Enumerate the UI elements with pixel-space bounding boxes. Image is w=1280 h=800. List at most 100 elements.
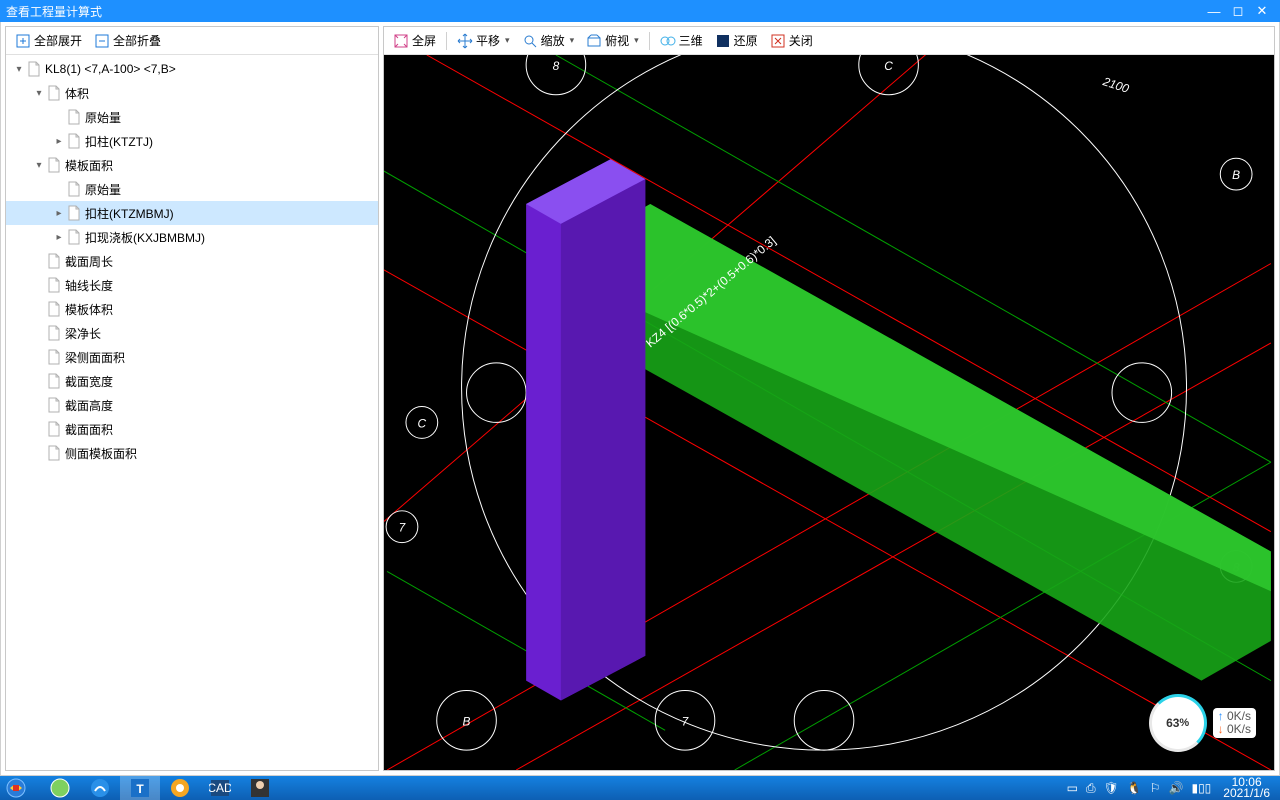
taskbar-app-2[interactable]: T xyxy=(120,776,160,800)
expand-all-icon xyxy=(15,33,31,49)
tree-item-label: 梁净长 xyxy=(65,325,101,342)
tree-item[interactable]: ▸ 扣柱(KTZMBMJ) xyxy=(6,201,378,225)
tray-flag-icon[interactable]: ⚐ xyxy=(1150,781,1161,795)
tree-item-label: 侧面模板面积 xyxy=(65,445,137,462)
minimize-button[interactable]: — xyxy=(1202,4,1226,19)
expand-toggle[interactable] xyxy=(32,400,46,411)
svg-text:B: B xyxy=(1232,168,1240,182)
chevron-down-icon: ▾ xyxy=(505,35,510,46)
taskbar-app-1[interactable] xyxy=(80,776,120,800)
tree-item[interactable]: 截面高度 xyxy=(6,393,378,417)
tree-item[interactable]: 截面周长 xyxy=(6,249,378,273)
tree-item[interactable]: 截面宽度 xyxy=(6,369,378,393)
pan-icon xyxy=(457,33,473,49)
tree-item[interactable]: 侧面模板面积 xyxy=(6,441,378,465)
start-button[interactable] xyxy=(0,776,40,800)
expand-toggle[interactable] xyxy=(32,376,46,387)
tree-item[interactable]: 原始量 xyxy=(6,177,378,201)
taskbar-app-ie[interactable] xyxy=(40,776,80,800)
expand-toggle[interactable] xyxy=(32,424,46,435)
zoom-button[interactable]: 缩放▾ xyxy=(517,30,580,51)
system-tray[interactable]: ▭ ⎙ 🛡 🐧 ⚐ 🔊 ▮▯▯ 10:062021/1/6 xyxy=(1061,777,1280,799)
collapse-all-icon xyxy=(94,33,110,49)
tree-panel: 全部展开 全部折叠 ▾ KL8(1) <7,A-100> <7,B> ▾ 体积 … xyxy=(5,26,379,771)
perf-badge: 63% ↑ 0K/s ↓ 0K/s xyxy=(1149,694,1256,752)
svg-text:7: 7 xyxy=(682,714,689,728)
tree-item-label: 截面面积 xyxy=(65,421,113,438)
tree-item-label: 截面周长 xyxy=(65,253,113,270)
tray-icon[interactable]: 🛡 xyxy=(1104,781,1119,795)
taskbar[interactable]: T CAD ▭ ⎙ 🛡 🐧 ⚐ 🔊 ▮▯▯ 10:062021/1/6 xyxy=(0,776,1280,800)
taskbar-app-cad[interactable]: CAD xyxy=(200,776,240,800)
expand-toggle[interactable] xyxy=(32,256,46,267)
window-title: 查看工程量计算式 xyxy=(6,3,1202,20)
maximize-button[interactable]: ◻ xyxy=(1226,3,1250,19)
expand-toggle[interactable]: ▸ xyxy=(52,208,66,219)
tree-item-label: 截面宽度 xyxy=(65,373,113,390)
tree-item[interactable]: 梁侧面面积 xyxy=(6,345,378,369)
chevron-down-icon: ▾ xyxy=(570,35,575,46)
tree-item[interactable]: 截面面积 xyxy=(6,417,378,441)
tree-item[interactable]: 轴线长度 xyxy=(6,273,378,297)
tray-icon[interactable]: ⎙ xyxy=(1086,781,1096,796)
expand-all-label: 全部展开 xyxy=(34,32,82,49)
three-d-icon xyxy=(660,33,676,49)
tray-volume-icon[interactable]: 🔊 xyxy=(1169,781,1184,795)
expand-toggle[interactable] xyxy=(52,112,66,123)
expand-toggle[interactable] xyxy=(32,448,46,459)
tree-item[interactable]: 梁净长 xyxy=(6,321,378,345)
taskbar-app-3[interactable] xyxy=(160,776,200,800)
tree-item-label: 模板体积 xyxy=(65,301,113,318)
viewport-3d[interactable]: 8B7C7CB8KZ4 [(0.6*0.5)*2+(0.5+0.6)*0.3]2… xyxy=(384,55,1274,770)
close-icon xyxy=(770,33,786,49)
expand-toggle[interactable] xyxy=(32,280,46,291)
tree-item[interactable]: ▾ 模板面积 xyxy=(6,153,378,177)
restore-button[interactable]: 还原 xyxy=(710,30,763,51)
tree-view[interactable]: ▾ KL8(1) <7,A-100> <7,B> ▾ 体积 原始量 ▸ 扣柱(K… xyxy=(6,55,378,770)
tree-item[interactable]: 原始量 xyxy=(6,105,378,129)
expand-toggle[interactable]: ▸ xyxy=(52,232,66,243)
tree-item[interactable]: ▾ KL8(1) <7,A-100> <7,B> xyxy=(6,57,378,81)
tree-item-label: 扣柱(KTZMBMJ) xyxy=(85,205,174,222)
tree-item[interactable]: 模板体积 xyxy=(6,297,378,321)
pan-button[interactable]: 平移▾ xyxy=(452,30,515,51)
expand-toggle[interactable] xyxy=(32,352,46,363)
restore-icon xyxy=(715,33,731,49)
scene-svg: 8B7C7CB8KZ4 [(0.6*0.5)*2+(0.5+0.6)*0.3]2… xyxy=(384,55,1274,770)
tree-item[interactable]: ▾ 体积 xyxy=(6,81,378,105)
tray-network-icon[interactable]: ▮▯▯ xyxy=(1191,781,1211,795)
expand-toggle[interactable]: ▾ xyxy=(32,88,46,99)
chevron-down-icon: ▾ xyxy=(634,35,639,46)
expand-toggle[interactable] xyxy=(32,328,46,339)
close-button[interactable]: 关闭 xyxy=(765,30,818,51)
fullscreen-icon xyxy=(393,33,409,49)
expand-toggle[interactable]: ▸ xyxy=(52,136,66,147)
tree-item-label: 截面高度 xyxy=(65,397,113,414)
tray-icon[interactable]: 🐧 xyxy=(1127,781,1142,795)
threeD-button[interactable]: 三维 xyxy=(655,30,708,51)
svg-text:7: 7 xyxy=(399,521,406,535)
tree-item[interactable]: ▸ 扣现浇板(KXJBMBMJ) xyxy=(6,225,378,249)
tray-icon[interactable]: ▭ xyxy=(1067,781,1078,795)
zoom-icon xyxy=(522,33,538,49)
expand-toggle[interactable]: ▾ xyxy=(32,160,46,171)
svg-text:T: T xyxy=(136,782,144,796)
fullscreen-button[interactable]: 全屏 xyxy=(388,30,441,51)
expand-all-button[interactable]: 全部展开 xyxy=(10,30,87,51)
taskbar-clock[interactable]: 10:062021/1/6 xyxy=(1219,777,1274,799)
net-speed: ↑ 0K/s ↓ 0K/s xyxy=(1213,708,1256,738)
viewer-panel: 全屏 平移▾ 缩放▾ 俯视▾ 三维 还原 xyxy=(383,26,1275,771)
tree-toolbar: 全部展开 全部折叠 xyxy=(6,27,378,55)
expand-toggle[interactable]: ▾ xyxy=(12,64,26,75)
tree-item-label: 扣柱(KTZTJ) xyxy=(85,133,153,150)
app-body: 全部展开 全部折叠 ▾ KL8(1) <7,A-100> <7,B> ▾ 体积 … xyxy=(0,22,1280,776)
svg-text:C: C xyxy=(418,416,427,430)
expand-toggle[interactable] xyxy=(32,304,46,315)
tree-item-label: 扣现浇板(KXJBMBMJ) xyxy=(85,229,205,246)
collapse-all-button[interactable]: 全部折叠 xyxy=(89,30,166,51)
expand-toggle[interactable] xyxy=(52,184,66,195)
perspective-button[interactable]: 俯视▾ xyxy=(581,30,644,51)
close-window-button[interactable]: ✕ xyxy=(1250,3,1274,19)
tree-item[interactable]: ▸ 扣柱(KTZTJ) xyxy=(6,129,378,153)
taskbar-app-avatar[interactable] xyxy=(240,776,280,800)
